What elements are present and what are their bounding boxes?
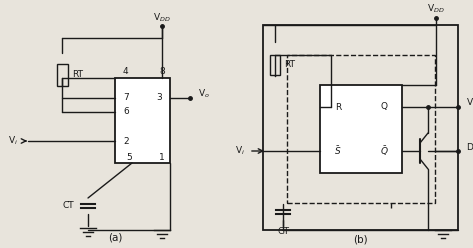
Bar (270, 55, 280, 74)
Text: 1: 1 (159, 154, 165, 162)
Text: V$_o$: V$_o$ (466, 97, 473, 109)
Text: DIS: DIS (466, 143, 473, 152)
Bar (115, 78, 170, 163)
Bar (287, 55, 435, 203)
Bar (56, 63, 68, 86)
Text: V$_{DD}$: V$_{DD}$ (153, 12, 171, 24)
Text: (a): (a) (108, 233, 122, 243)
Text: 4: 4 (122, 67, 128, 76)
Text: V$_{DD}$: V$_{DD}$ (427, 3, 445, 15)
Text: 8: 8 (159, 67, 165, 76)
Text: V$_i$: V$_i$ (235, 145, 245, 157)
Text: Q: Q (380, 102, 387, 112)
Text: V$_o$: V$_o$ (198, 88, 210, 100)
Text: RT: RT (284, 60, 295, 69)
Text: 7: 7 (123, 93, 129, 102)
Text: 6: 6 (123, 107, 129, 117)
Text: GT: GT (277, 227, 289, 237)
Bar (263, 25, 458, 230)
Text: (b): (b) (353, 235, 368, 245)
Text: R: R (335, 102, 341, 112)
Bar (320, 85, 402, 173)
Text: $\bar{Q}$: $\bar{Q}$ (380, 144, 388, 158)
Text: V$_i$: V$_i$ (8, 135, 18, 147)
Text: 3: 3 (156, 93, 162, 102)
Text: CT: CT (62, 201, 74, 211)
Text: 5: 5 (126, 154, 132, 162)
Text: RT: RT (72, 70, 83, 79)
Text: $\bar{S}$: $\bar{S}$ (334, 145, 342, 157)
Text: 2: 2 (123, 136, 129, 146)
